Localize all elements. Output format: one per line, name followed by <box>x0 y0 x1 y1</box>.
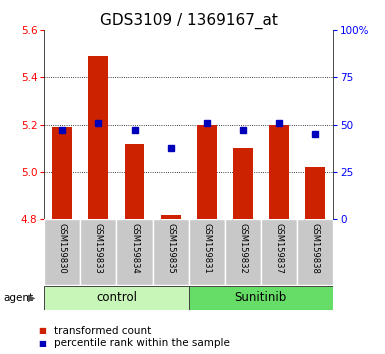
FancyBboxPatch shape <box>80 219 116 285</box>
Text: GDS3109 / 1369167_at: GDS3109 / 1369167_at <box>100 12 278 29</box>
Text: agent: agent <box>4 293 34 303</box>
Text: transformed count: transformed count <box>54 326 151 336</box>
Text: GSM159834: GSM159834 <box>130 223 139 274</box>
Text: GSM159831: GSM159831 <box>202 223 211 274</box>
FancyBboxPatch shape <box>261 219 297 285</box>
Bar <box>161 215 181 219</box>
Bar <box>269 125 289 219</box>
Bar <box>305 167 325 219</box>
FancyBboxPatch shape <box>152 219 189 285</box>
Bar <box>197 125 217 219</box>
Text: ■: ■ <box>38 326 46 336</box>
Text: percentile rank within the sample: percentile rank within the sample <box>54 338 230 348</box>
Text: GSM159838: GSM159838 <box>310 223 320 274</box>
FancyBboxPatch shape <box>189 286 333 310</box>
FancyBboxPatch shape <box>189 219 225 285</box>
Text: ▶: ▶ <box>28 293 35 303</box>
Bar <box>233 148 253 219</box>
Bar <box>89 56 108 219</box>
FancyBboxPatch shape <box>44 219 80 285</box>
FancyBboxPatch shape <box>297 219 333 285</box>
Text: GSM159837: GSM159837 <box>275 223 283 274</box>
Text: GSM159830: GSM159830 <box>58 223 67 274</box>
Text: control: control <box>96 291 137 304</box>
Text: GSM159835: GSM159835 <box>166 223 175 274</box>
FancyBboxPatch shape <box>44 286 189 310</box>
Text: GSM159832: GSM159832 <box>238 223 247 274</box>
FancyBboxPatch shape <box>225 219 261 285</box>
FancyBboxPatch shape <box>116 219 152 285</box>
Bar <box>125 144 144 219</box>
Text: ■: ■ <box>38 339 46 348</box>
Text: Sunitinib: Sunitinib <box>235 291 287 304</box>
Text: GSM159833: GSM159833 <box>94 223 103 274</box>
Bar <box>52 127 72 219</box>
